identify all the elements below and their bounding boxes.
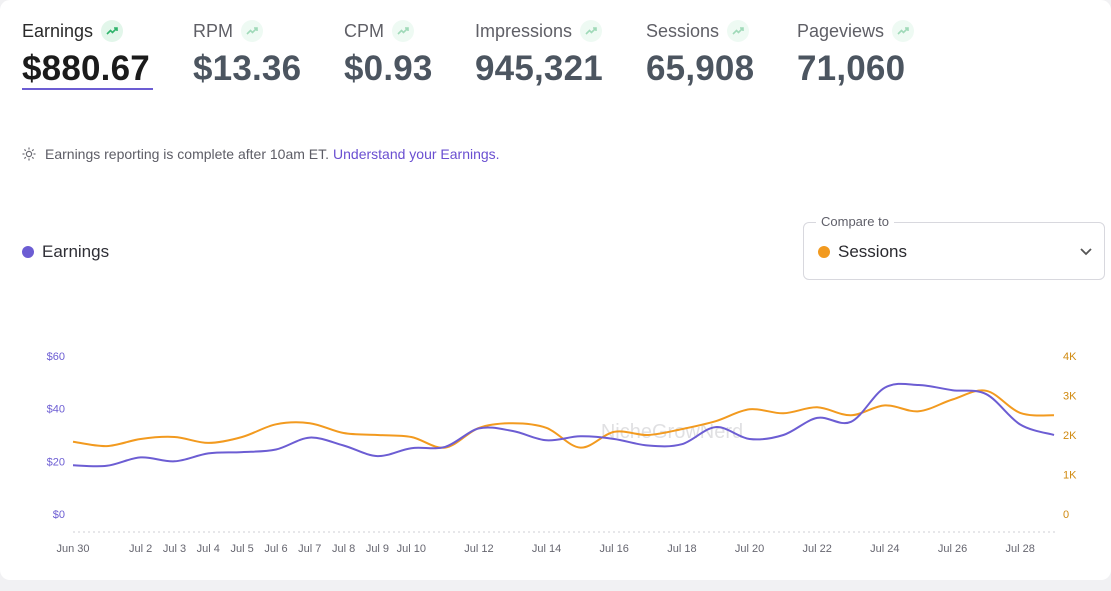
- metric-cpm[interactable]: CPM $0.93: [344, 18, 433, 89]
- metric-value: 945,321: [475, 49, 603, 88]
- metric-value: $13.36: [193, 49, 302, 88]
- metric-label: CPM: [344, 20, 384, 41]
- metric-label: Impressions: [475, 20, 573, 41]
- note-text: Earnings reporting is complete after 10a…: [45, 146, 330, 162]
- metric-pageviews[interactable]: Pageviews 71,060: [797, 18, 915, 89]
- y-right-tick: 0: [1063, 509, 1069, 521]
- y-left-tick: $0: [53, 509, 65, 521]
- earnings-dot: [22, 246, 34, 258]
- x-tick-label: Jul 20: [735, 543, 764, 555]
- sun-icon: [22, 147, 36, 161]
- x-tick-label: Jul 14: [532, 543, 561, 555]
- x-tick-label: Jul 3: [163, 543, 186, 555]
- metric-label: Earnings: [22, 20, 94, 41]
- metric-impressions[interactable]: Impressions 945,321: [475, 18, 603, 89]
- x-tick-label: Jul 26: [938, 543, 967, 555]
- active-metric-underline: [22, 88, 153, 90]
- x-tick-label: Jul 7: [298, 543, 321, 555]
- metric-earnings[interactable]: Earnings $880.67: [22, 18, 150, 89]
- chart-legend: Earnings: [22, 242, 109, 262]
- reporting-note: Earnings reporting is complete after 10a…: [22, 146, 500, 162]
- x-tick-label: Jul 24: [870, 543, 899, 555]
- x-tick-label: Jul 10: [397, 543, 426, 555]
- metric-label: Pageviews: [797, 20, 885, 41]
- x-tick-label: Jul 4: [197, 543, 220, 555]
- legend-label: Earnings: [42, 242, 110, 261]
- x-tick-label: Jul 6: [264, 543, 287, 555]
- compare-selected: Sessions: [838, 242, 907, 261]
- metric-rpm[interactable]: RPM $13.36: [193, 18, 301, 89]
- x-tick-label: Jul 12: [464, 543, 493, 555]
- compare-caption: Compare to: [816, 214, 894, 229]
- x-tick-label: Jul 18: [667, 543, 696, 555]
- compare-to-select[interactable]: Compare to Sessions: [803, 214, 1105, 280]
- trending-up-icon: [392, 20, 414, 42]
- metric-value: 71,060: [797, 49, 906, 88]
- y-right-tick: 4K: [1063, 351, 1077, 363]
- trending-up-icon: [892, 20, 915, 42]
- x-tick-label: Jul 16: [600, 543, 629, 555]
- y-left-tick: $60: [47, 351, 65, 363]
- x-tick-label: Jul 8: [332, 543, 355, 555]
- y-right-tick: 1K: [1063, 470, 1077, 482]
- trending-up-icon: [101, 20, 124, 42]
- trending-up-icon: [727, 20, 750, 42]
- earnings-series-line: [72, 382, 1055, 468]
- y-right-tick: 3K: [1063, 391, 1077, 403]
- earnings-sessions-chart: $0 $20 $40 $60 0 1K 2K 3K 4K Jun 30 Jul 2 Jul 3 Ju…: [47, 351, 1077, 555]
- chevron-down-icon: [1080, 248, 1092, 256]
- metric-value: 65,908: [646, 49, 755, 88]
- metric-value: $0.93: [344, 49, 433, 88]
- trending-up-icon: [241, 20, 263, 42]
- y-left-tick: $20: [47, 456, 65, 468]
- metric-value: $880.67: [22, 49, 150, 88]
- x-tick-label: Jun 30: [56, 543, 89, 555]
- metric-sessions[interactable]: Sessions 65,908: [646, 18, 754, 89]
- x-tick-label: Jul 9: [366, 543, 389, 555]
- x-tick-label: Jul 5: [231, 543, 254, 555]
- metric-label: RPM: [193, 20, 233, 41]
- x-tick-label: Jul 22: [803, 543, 832, 555]
- y-right-tick: 2K: [1063, 430, 1077, 442]
- x-tick-label: Jul 28: [1005, 543, 1034, 555]
- y-left-tick: $40: [47, 404, 65, 416]
- understand-earnings-link[interactable]: Understand your Earnings.: [333, 146, 500, 162]
- x-tick-label: Jul 2: [129, 543, 152, 555]
- trending-up-icon: [580, 20, 603, 42]
- sessions-dot: [818, 246, 830, 258]
- metric-label: Sessions: [646, 20, 720, 41]
